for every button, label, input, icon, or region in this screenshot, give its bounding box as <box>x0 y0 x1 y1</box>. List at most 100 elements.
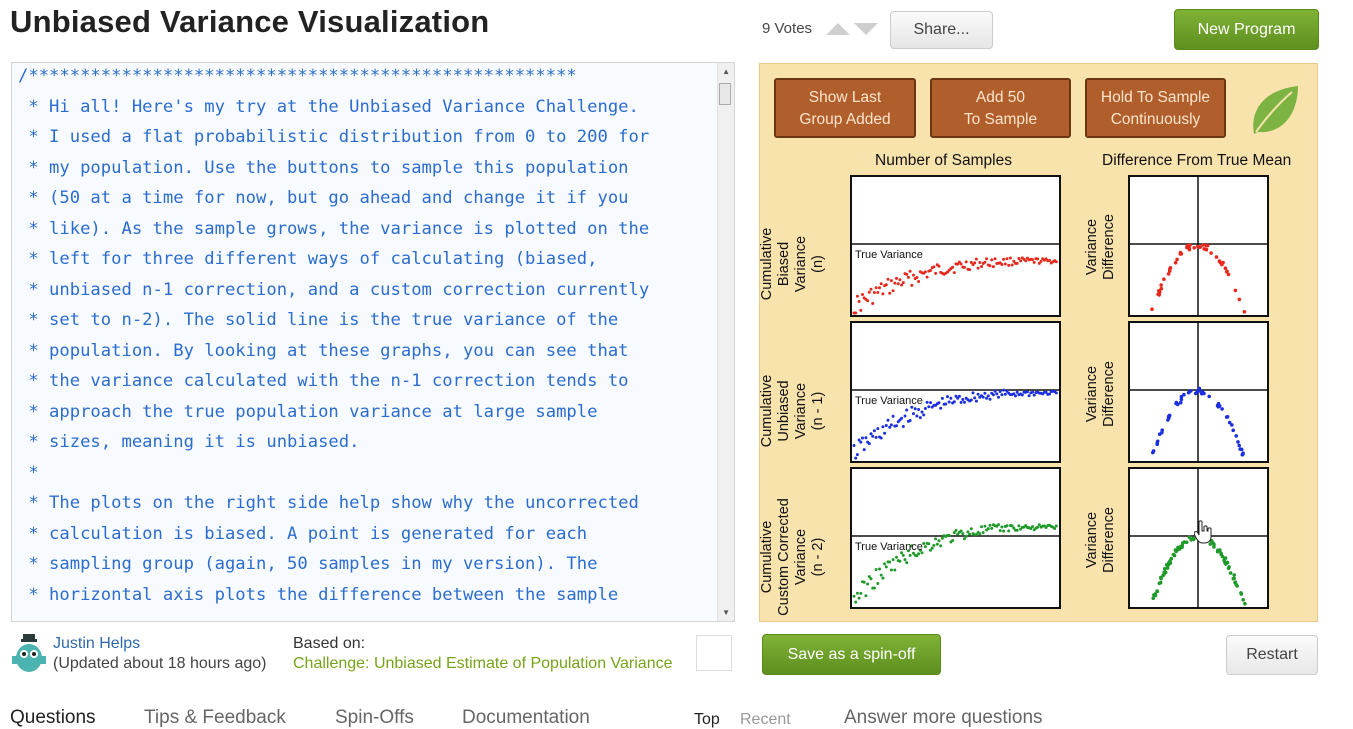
variance-point <box>1019 259 1023 263</box>
variance-point <box>988 264 992 268</box>
variance-point <box>1029 527 1033 531</box>
variance-point <box>939 544 943 548</box>
variance-point <box>1012 526 1016 530</box>
scroll-thumb[interactable] <box>719 83 731 105</box>
variance-point <box>874 568 878 571</box>
avatar[interactable] <box>10 634 48 674</box>
code-line: * calculation is biased. A point is gene… <box>18 523 588 544</box>
variance-point <box>997 395 1000 399</box>
variance-point <box>917 552 921 556</box>
variance-point <box>884 283 888 287</box>
author-name-link[interactable]: Justin Helps <box>53 635 141 652</box>
program-canvas[interactable]: Show Last Group Added Add 50 To Sample H… <box>759 63 1318 622</box>
variance-point <box>1039 259 1043 263</box>
answer-more-link[interactable]: Answer more questions <box>844 707 1043 728</box>
variance-point <box>993 257 997 261</box>
ylabel-line: Cumulative <box>759 227 775 301</box>
variance-point <box>1014 394 1017 398</box>
difference-point <box>1236 440 1240 444</box>
vote-arrows-icon[interactable] <box>826 22 878 36</box>
variance-point <box>1000 393 1004 397</box>
difference-point <box>1216 404 1221 408</box>
difference-point <box>1232 573 1236 577</box>
tab-documentation[interactable]: Documentation <box>462 707 590 728</box>
col-title-difference: Difference From True Mean <box>1102 152 1292 169</box>
variance-point <box>905 561 909 565</box>
ylabel-line: Variance <box>793 382 809 440</box>
difference-point <box>1207 394 1211 399</box>
code-line: * the variance calculated with the n-1 c… <box>18 371 629 391</box>
variance-point <box>857 596 861 600</box>
variance-point <box>969 260 973 264</box>
variance-point <box>864 436 868 440</box>
difference-point <box>1208 542 1213 546</box>
tab-questions[interactable]: Questions <box>10 707 96 728</box>
variance-point <box>1037 261 1041 265</box>
variance-point <box>983 524 987 528</box>
sort-recent[interactable]: Recent <box>740 711 791 728</box>
variance-point <box>981 531 985 535</box>
biased-difference-plot <box>1128 175 1269 317</box>
plot-svg <box>852 523 1059 604</box>
editor-scrollbar[interactable]: ▲ ▼ <box>717 63 734 621</box>
difference-point <box>1155 589 1160 594</box>
variance-point <box>963 265 966 269</box>
variance-point <box>937 539 941 543</box>
difference-point <box>1200 391 1204 396</box>
variance-point <box>874 286 878 290</box>
variance-point <box>1024 259 1028 263</box>
variance-point <box>922 413 926 417</box>
variance-point <box>930 546 934 550</box>
add-50-button[interactable]: Add 50 To Sample <box>930 78 1071 138</box>
button-label-line: Group Added <box>799 111 891 128</box>
variance-point <box>1003 262 1007 266</box>
variance-point <box>923 270 927 274</box>
scroll-up-icon[interactable]: ▲ <box>722 67 730 76</box>
variance-point <box>900 283 904 287</box>
variance-point <box>881 292 885 296</box>
variance-point <box>884 424 888 427</box>
tab-spin-offs[interactable]: Spin-Offs <box>335 707 414 728</box>
variance-point <box>861 436 864 440</box>
difference-point <box>1233 288 1238 293</box>
difference-point <box>1166 272 1171 276</box>
hold-to-sample-button[interactable]: Hold To Sample Continuously <box>1085 78 1226 138</box>
code-editor[interactable]: /***************************************… <box>11 62 735 622</box>
tab-tips-feedback[interactable]: Tips & Feedback <box>144 707 286 728</box>
variance-point <box>898 559 902 563</box>
scroll-down-icon[interactable]: ▼ <box>722 608 730 617</box>
variance-point <box>1031 258 1034 262</box>
show-last-group-button[interactable]: Show Last Group Added <box>774 78 916 138</box>
thumbnail-box[interactable] <box>696 635 732 671</box>
based-on-link[interactable]: Challenge: Unbiased Estimate of Populati… <box>293 655 673 672</box>
difference-point <box>1156 292 1160 296</box>
variance-point <box>917 408 921 411</box>
unbiased-variance-plot: True Variance <box>850 321 1061 463</box>
restart-button[interactable]: Restart <box>1226 635 1318 675</box>
variance-point <box>891 289 895 293</box>
variance-point <box>925 400 929 404</box>
difference-point <box>1151 596 1155 600</box>
variance-point <box>876 291 880 294</box>
based-on-label: Based on: <box>293 635 366 652</box>
difference-point <box>1239 592 1244 596</box>
variance-point <box>991 393 995 397</box>
save-spinoff-button[interactable]: Save as a spin-off <box>762 634 941 675</box>
difference-point <box>1226 566 1231 571</box>
variance-point <box>1015 390 1019 394</box>
sort-top[interactable]: Top <box>694 711 720 728</box>
ylabel-line: Variance <box>793 235 809 293</box>
variance-point <box>923 407 927 410</box>
variance-point <box>986 394 990 398</box>
share-button[interactable]: Share... <box>890 11 993 49</box>
difference-point <box>1198 389 1202 393</box>
variance-point <box>888 560 892 564</box>
variance-point <box>973 261 977 265</box>
biased-variance-plot: True Variance <box>850 175 1061 317</box>
new-program-button[interactable]: New Program <box>1174 9 1319 50</box>
difference-point <box>1235 584 1239 588</box>
row2-ylabel: Cumulative Unbiased Variance (n - 1) <box>759 346 827 476</box>
variance-point <box>971 391 975 395</box>
variance-point <box>1002 257 1006 261</box>
difference-point <box>1225 415 1230 419</box>
